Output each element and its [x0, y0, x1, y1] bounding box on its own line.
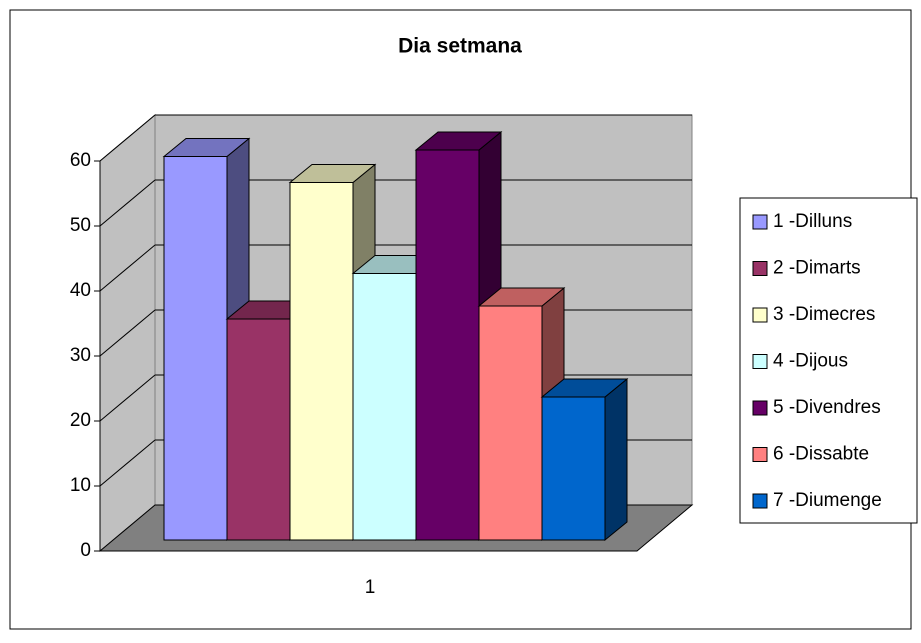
y-tick-label: 30 — [70, 345, 91, 366]
legend-swatch — [752, 400, 768, 416]
legend-label: 7 -Diumenge — [773, 490, 882, 511]
legend-swatch — [752, 447, 768, 462]
y-tick-label: 0 — [80, 540, 91, 561]
grid-line — [99, 244, 156, 292]
legend-swatch — [752, 214, 768, 230]
legend-swatch — [752, 354, 768, 369]
legend-box — [739, 197, 918, 524]
bar — [478, 305, 543, 541]
legend-label: 2 -Dimarts — [773, 258, 861, 279]
grid-line — [99, 114, 156, 162]
legend-swatch — [752, 261, 768, 276]
bar — [289, 182, 354, 541]
chart-title: Dia setmana — [398, 35, 522, 58]
legend-label: 6 -Dissabte — [773, 444, 869, 465]
legend-label: 1 -Dilluns — [773, 211, 852, 232]
legend-label: 5 -Divendres — [773, 397, 881, 418]
grid-line — [99, 374, 156, 422]
legend-label: 3 -Dimecres — [773, 304, 875, 325]
bar — [226, 318, 291, 541]
y-tick-label: 20 — [70, 410, 91, 431]
bar — [163, 156, 228, 541]
y-tick-label: 60 — [70, 150, 91, 171]
y-tick-label: 50 — [70, 215, 91, 236]
grid-line — [99, 309, 156, 357]
bar-side — [604, 377, 628, 542]
legend-swatch — [752, 493, 768, 509]
bar — [541, 396, 606, 541]
grid-line — [99, 439, 156, 487]
legend-swatch — [752, 307, 768, 323]
y-tick-label: 40 — [70, 280, 91, 301]
y-tick-label: 10 — [70, 475, 91, 496]
bar — [352, 273, 417, 541]
legend-label: 4 -Dijous — [773, 351, 848, 372]
bar — [415, 149, 480, 541]
grid-line — [99, 179, 156, 227]
x-tick-label: 1 — [365, 577, 376, 598]
